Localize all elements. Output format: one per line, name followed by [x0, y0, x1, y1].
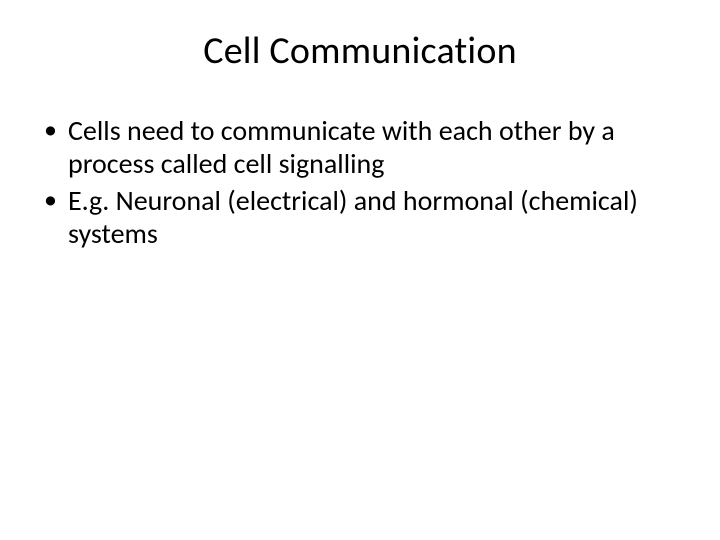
slide: Cell Communication Cells need to communi…: [0, 0, 720, 540]
bullet-item: E.g. Neuronal (electrical) and hormonal …: [42, 184, 680, 250]
bullet-list: Cells need to communicate with each othe…: [42, 114, 680, 250]
bullet-item: Cells need to communicate with each othe…: [42, 114, 680, 180]
slide-title: Cell Communication: [40, 28, 680, 74]
